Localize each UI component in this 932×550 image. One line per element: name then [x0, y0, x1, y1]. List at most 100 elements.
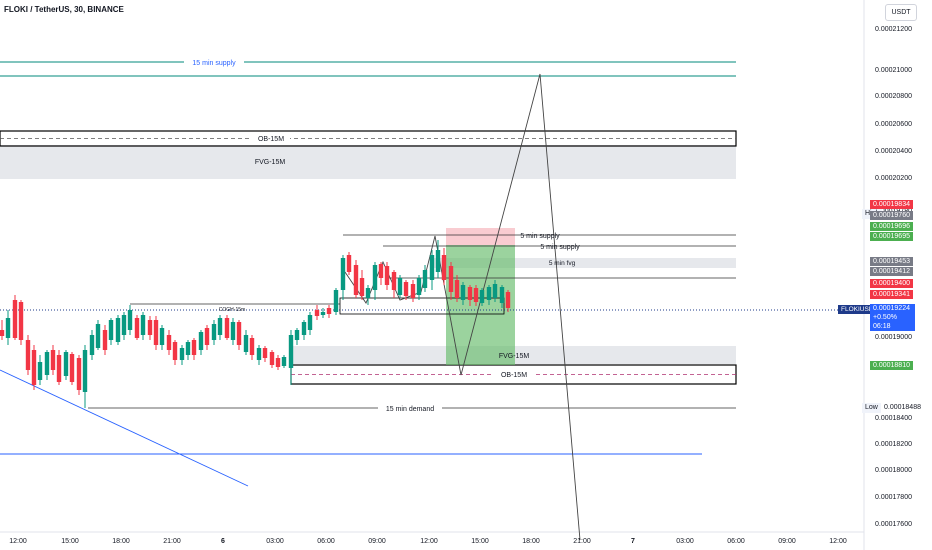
candle-body — [224, 318, 230, 338]
price-tag-19696: 0.00019696 — [870, 222, 913, 231]
candle-body — [5, 318, 11, 338]
last-price-value: 0.00019224 — [873, 305, 910, 312]
candles — [0, 240, 511, 408]
price-tick-label: 0.00019000 — [875, 334, 912, 341]
candle-body — [353, 265, 359, 295]
fvg-15m-top-zone — [0, 145, 736, 179]
candle-body — [499, 287, 505, 303]
symbol-title: FLOKI / TetherUS, 30, BINANCE — [4, 5, 124, 14]
time-tick-label: 6 — [221, 538, 225, 545]
price-tick-label: 0.00018000 — [875, 467, 912, 474]
candle-body — [505, 292, 511, 308]
time-tick-label: 18:00 — [522, 538, 540, 545]
time-tick-label: 15:00 — [61, 538, 79, 545]
cogh-label: COGH-15m — [219, 307, 245, 313]
candle-body — [63, 352, 69, 376]
supply-5m-label-a: 5 min supply — [520, 233, 560, 240]
position-stop-zone — [446, 228, 515, 245]
candle-body — [473, 288, 479, 302]
low-label: Low — [862, 403, 881, 413]
low-value: 0.00018488 — [881, 403, 924, 413]
candle-body — [243, 335, 249, 352]
candle-body — [262, 348, 268, 358]
candle-body — [281, 357, 287, 366]
price-tag-19695: 0.00019695 — [870, 232, 913, 241]
candle-body — [320, 312, 326, 315]
price-tick-label: 0.00021200 — [875, 26, 912, 33]
price-axis[interactable]: 0.00021200 0.00021000 0.00020800 0.00020600… — [875, 26, 912, 528]
time-tick-label: 03:00 — [266, 538, 284, 545]
candle-body — [435, 250, 441, 272]
candle-body — [448, 266, 454, 292]
supply-5m-label-b: 5 min supply — [540, 244, 580, 251]
price-tick-label: 0.00020200 — [875, 175, 912, 182]
time-tick-label: 06:00 — [317, 538, 335, 545]
candle-body — [359, 278, 365, 296]
candle-body — [25, 340, 31, 370]
price-tag-19400: 0.00019400 — [870, 279, 913, 288]
time-tick-label: 21:00 — [573, 538, 591, 545]
candle-body — [76, 358, 82, 390]
cogh-box — [339, 297, 505, 315]
candle-body — [256, 348, 262, 360]
candle-body — [127, 310, 133, 330]
candle-body — [454, 280, 460, 298]
price-tag-19453: 0.00019453 — [870, 257, 913, 266]
candle-body — [56, 355, 62, 382]
candle-body — [121, 315, 127, 335]
candle-body — [486, 287, 492, 300]
last-price-change: +0.50% — [873, 314, 897, 321]
bar-countdown: 06:18 — [873, 323, 891, 330]
candle-body — [403, 282, 409, 296]
fvg-5m-label: 5 min fvg — [549, 260, 576, 267]
candle-body — [217, 318, 223, 335]
supply-15m-label: 15 min supply — [192, 60, 236, 67]
candle-body — [89, 335, 95, 355]
candle-body — [198, 332, 204, 350]
candle-body — [236, 322, 242, 345]
candle-body — [18, 302, 24, 340]
candle-body — [365, 288, 371, 298]
candle-body — [429, 255, 435, 280]
time-tick-label: 7 — [631, 538, 635, 545]
candle-body — [479, 290, 485, 303]
candle-body — [378, 264, 384, 278]
candle-body — [441, 255, 447, 280]
position-target-zone — [446, 245, 515, 365]
candle-body — [391, 272, 397, 290]
price-tag-19412: 0.00019412 — [870, 267, 913, 276]
candle-body — [301, 322, 307, 335]
currency-button[interactable]: USDT — [885, 4, 917, 21]
ob-top-label: OB-15M — [258, 136, 284, 143]
time-tick-label: 12:00 — [829, 538, 847, 545]
candle-body — [108, 320, 114, 340]
candle-body — [307, 315, 313, 330]
candle-body — [185, 342, 191, 355]
candle-body — [340, 258, 346, 290]
time-tick-label: 09:00 — [368, 538, 386, 545]
candle-body — [204, 328, 210, 345]
price-tick-label: 0.00020400 — [875, 148, 912, 155]
time-tick-label: 09:00 — [778, 538, 796, 545]
candle-body — [31, 350, 37, 385]
candle-body — [333, 290, 339, 312]
price-tick-label: 0.00020800 — [875, 93, 912, 100]
candle-body — [410, 284, 416, 298]
price-tag-18810: 0.00018810 — [870, 361, 913, 370]
candle-body — [50, 350, 56, 370]
price-tick-label: 0.00018200 — [875, 441, 912, 448]
time-tick-label: 18:00 — [112, 538, 130, 545]
candle-body — [153, 320, 159, 345]
demand-15m-label: 15 min demand — [386, 406, 434, 413]
candle-body — [416, 278, 422, 295]
time-axis[interactable]: 12:00 15:00 18:00 21:00 6 03:00 06:00 09:00 12:0… — [9, 538, 847, 545]
fvg-bottom-label: FVG-15M — [499, 353, 530, 360]
candle-body — [230, 322, 236, 340]
candle-body — [37, 362, 43, 380]
candle-body — [269, 352, 275, 365]
time-tick-label: 06:00 — [727, 538, 745, 545]
candle-body — [384, 266, 390, 285]
candle-body — [0, 330, 5, 336]
candle-body — [288, 335, 294, 368]
